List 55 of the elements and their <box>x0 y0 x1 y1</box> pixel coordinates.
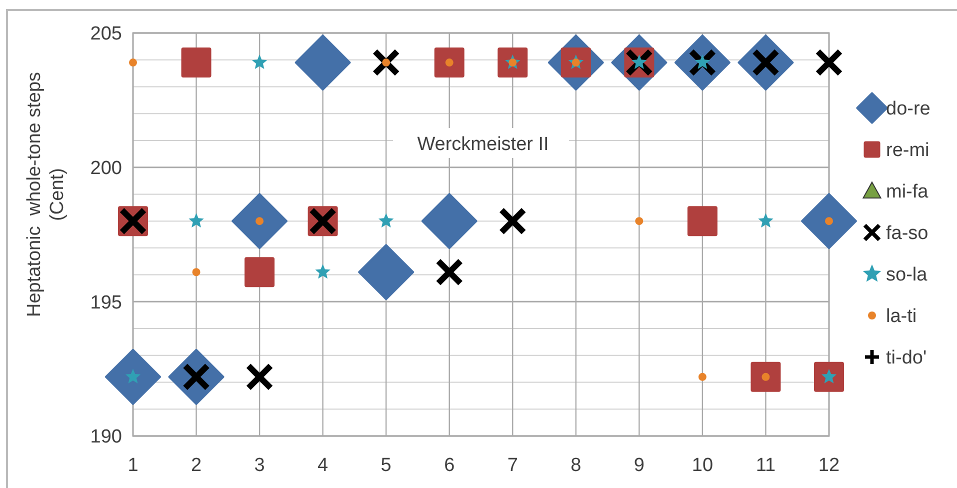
point <box>825 217 833 226</box>
point <box>232 193 288 250</box>
point <box>315 264 330 279</box>
point <box>256 217 264 226</box>
point <box>382 58 390 67</box>
x-tick-label: 12 <box>818 455 840 476</box>
x-tick-label: 11 <box>756 455 776 476</box>
y-tick-label: 195 <box>90 292 122 314</box>
x-tick-label: 4 <box>318 455 329 476</box>
point <box>698 372 706 381</box>
point <box>129 58 137 67</box>
point <box>814 362 844 392</box>
point <box>434 48 464 78</box>
legend-label: mi-fa <box>886 182 929 203</box>
y-tick-label: 200 <box>90 158 122 179</box>
legend-label: do-re <box>886 98 930 120</box>
x-tick-label: 10 <box>692 455 714 476</box>
point <box>498 48 528 78</box>
point <box>244 257 275 288</box>
point <box>358 244 414 300</box>
y-tick-label: 205 <box>90 24 122 45</box>
point <box>635 217 644 226</box>
y-tick-label: 190 <box>90 426 122 448</box>
legend-label: re-mi <box>886 140 930 162</box>
point <box>815 48 843 77</box>
x-tick-label: 8 <box>570 455 582 476</box>
point <box>758 213 774 228</box>
legend-label: la-ti <box>886 306 917 328</box>
point <box>801 193 857 250</box>
point <box>246 362 274 391</box>
point <box>372 48 400 77</box>
x-tick-label: 3 <box>254 455 265 476</box>
point <box>188 213 204 228</box>
text: Werckmeister II <box>417 134 549 155</box>
legend-label: fa-so <box>886 223 928 244</box>
x-tick-label: 2 <box>190 455 202 476</box>
point <box>498 207 527 236</box>
point <box>181 48 212 78</box>
point <box>378 213 394 228</box>
point <box>105 348 161 405</box>
x-tick-label: 7 <box>507 455 518 476</box>
point <box>750 362 781 392</box>
y-axis-title: Heptatonic whole-tone steps (Cent) <box>24 72 68 318</box>
x-tick-label: 1 <box>128 455 138 476</box>
point <box>421 193 478 250</box>
x-tick-label: 6 <box>444 455 455 476</box>
point <box>252 54 268 70</box>
point <box>435 258 464 286</box>
x-tick-label: 9 <box>634 455 644 476</box>
legend-label: so-la <box>886 264 928 286</box>
point <box>687 206 718 236</box>
legend-label: ti-do' <box>886 348 927 369</box>
point <box>192 268 200 276</box>
point <box>294 34 351 91</box>
x-tick-label: 5 <box>380 455 392 476</box>
